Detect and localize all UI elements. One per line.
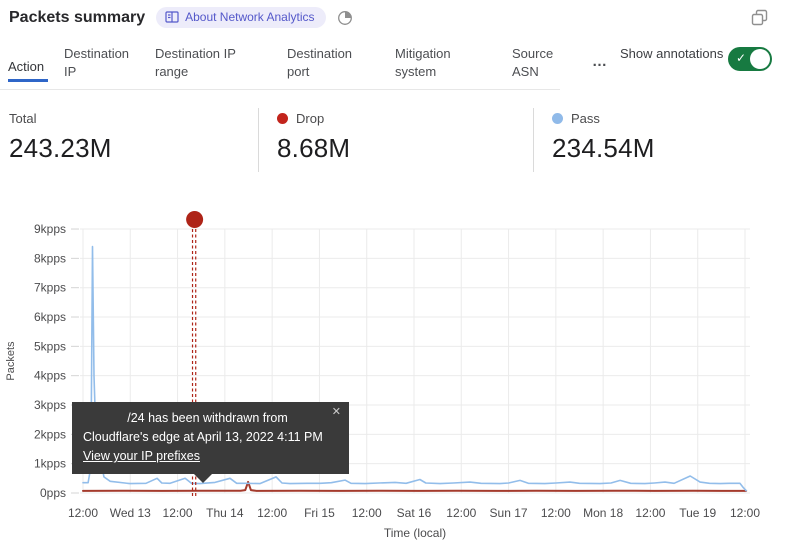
show-annotations-label: Show annotations [620, 46, 724, 61]
dimension-tabs: Action Destination IP Destination IP range… [0, 45, 785, 90]
tabbar-divider [0, 89, 560, 90]
stat-total: Total 243.23M [9, 111, 112, 164]
tab-destination-ip-range[interactable]: Destination IP range [155, 46, 236, 79]
x-tick-label: Mon 18 [583, 506, 623, 520]
x-tick-label: 12:00 [446, 506, 476, 520]
stats-row: Total 243.23M Drop 8.68M Pass 234.54M [0, 107, 785, 177]
y-tick-label: 1kpps [34, 457, 66, 471]
header: Packets summary About Network Analytics [9, 7, 353, 28]
show-annotations-toggle[interactable]: ✓ [728, 47, 772, 71]
x-axis-title: Time (local) [384, 526, 446, 540]
y-tick-label: 7kpps [34, 281, 66, 295]
packets-chart[interactable]: 0pps 1kpps 2kpps 3kpps 4kpps 5kpps 6kpps 7kpps 8… [0, 200, 785, 555]
y-tick-label: 8kpps [34, 251, 66, 265]
stat-pass: Pass 234.54M [552, 111, 655, 164]
y-tick-label: 3kpps [34, 398, 66, 412]
tab-destination-ip[interactable]: Destination IP [64, 46, 130, 79]
x-tick-label: Thu 14 [206, 506, 244, 520]
x-tick-label: Sun 17 [490, 506, 528, 520]
drop-legend-dot [277, 113, 288, 124]
view-ip-prefixes-link[interactable]: View your IP prefixes [83, 449, 200, 463]
x-tick-label: 12:00 [163, 506, 193, 520]
tooltip-line1: /24 has been withdrawn from [127, 411, 288, 425]
stat-value: 8.68M [277, 133, 351, 163]
tab-destination-port[interactable]: Destination port [287, 46, 353, 79]
y-tick-label: 4kpps [34, 369, 66, 383]
pass-line[interactable] [82, 245, 748, 492]
stat-label: Total [9, 111, 37, 126]
tooltip-caret [194, 474, 212, 483]
x-tick-label: Wed 13 [110, 506, 151, 520]
annotation-tooltip: /24 has been withdrawn from Cloudflare's… [72, 402, 349, 483]
x-tick-label: Fri 15 [304, 506, 335, 520]
stat-value: 234.54M [552, 133, 655, 163]
page-title: Packets summary [9, 8, 146, 26]
x-tick-label: 12:00 [352, 506, 382, 520]
about-network-analytics-badge[interactable]: About Network Analytics [156, 7, 326, 28]
y-tick-label: 9kpps [34, 222, 66, 236]
tab-action[interactable]: Action [8, 58, 48, 82]
x-tick-label: Sat 16 [397, 506, 432, 520]
stat-label: Drop [296, 111, 325, 126]
more-tabs-button[interactable]: … [592, 53, 608, 70]
annotation-dot[interactable] [186, 211, 204, 228]
tooltip-line2: Cloudflare's edge at April 13, 2022 4:11… [83, 430, 323, 444]
pass-legend-dot [552, 113, 563, 124]
stat-value: 243.23M [9, 133, 112, 163]
y-tick-label: 5kpps [34, 339, 66, 353]
clock-icon[interactable] [337, 10, 353, 26]
x-tick-label: 12:00 [68, 506, 98, 520]
badge-label: About Network Analytics [185, 10, 315, 24]
x-tick-label: 12:00 [541, 506, 571, 520]
y-tick-label: 0pps [40, 486, 66, 500]
stat-separator [258, 108, 259, 172]
x-tick-label: 12:00 [635, 506, 665, 520]
tab-source-asn[interactable]: Source ASN [512, 46, 554, 79]
expand-icon[interactable] [751, 9, 768, 31]
stat-drop: Drop 8.68M [277, 111, 350, 164]
y-axis-title: Packets [5, 341, 17, 381]
drop-line[interactable] [82, 480, 748, 492]
tab-mitigation-system[interactable]: Mitigation system [395, 46, 451, 79]
x-tick-label: 12:00 [730, 506, 760, 520]
toggle-check-icon: ✓ [736, 51, 747, 65]
stat-separator [533, 108, 534, 172]
toggle-knob [750, 49, 770, 69]
book-icon [165, 11, 179, 23]
x-tick-label: 12:00 [257, 506, 287, 520]
x-tick-label: Tue 19 [679, 506, 716, 520]
y-tick-label: 6kpps [34, 310, 66, 324]
close-icon[interactable]: ✕ [331, 406, 341, 418]
y-tick-label: 2kpps [34, 427, 66, 441]
stat-label: Pass [571, 111, 600, 126]
